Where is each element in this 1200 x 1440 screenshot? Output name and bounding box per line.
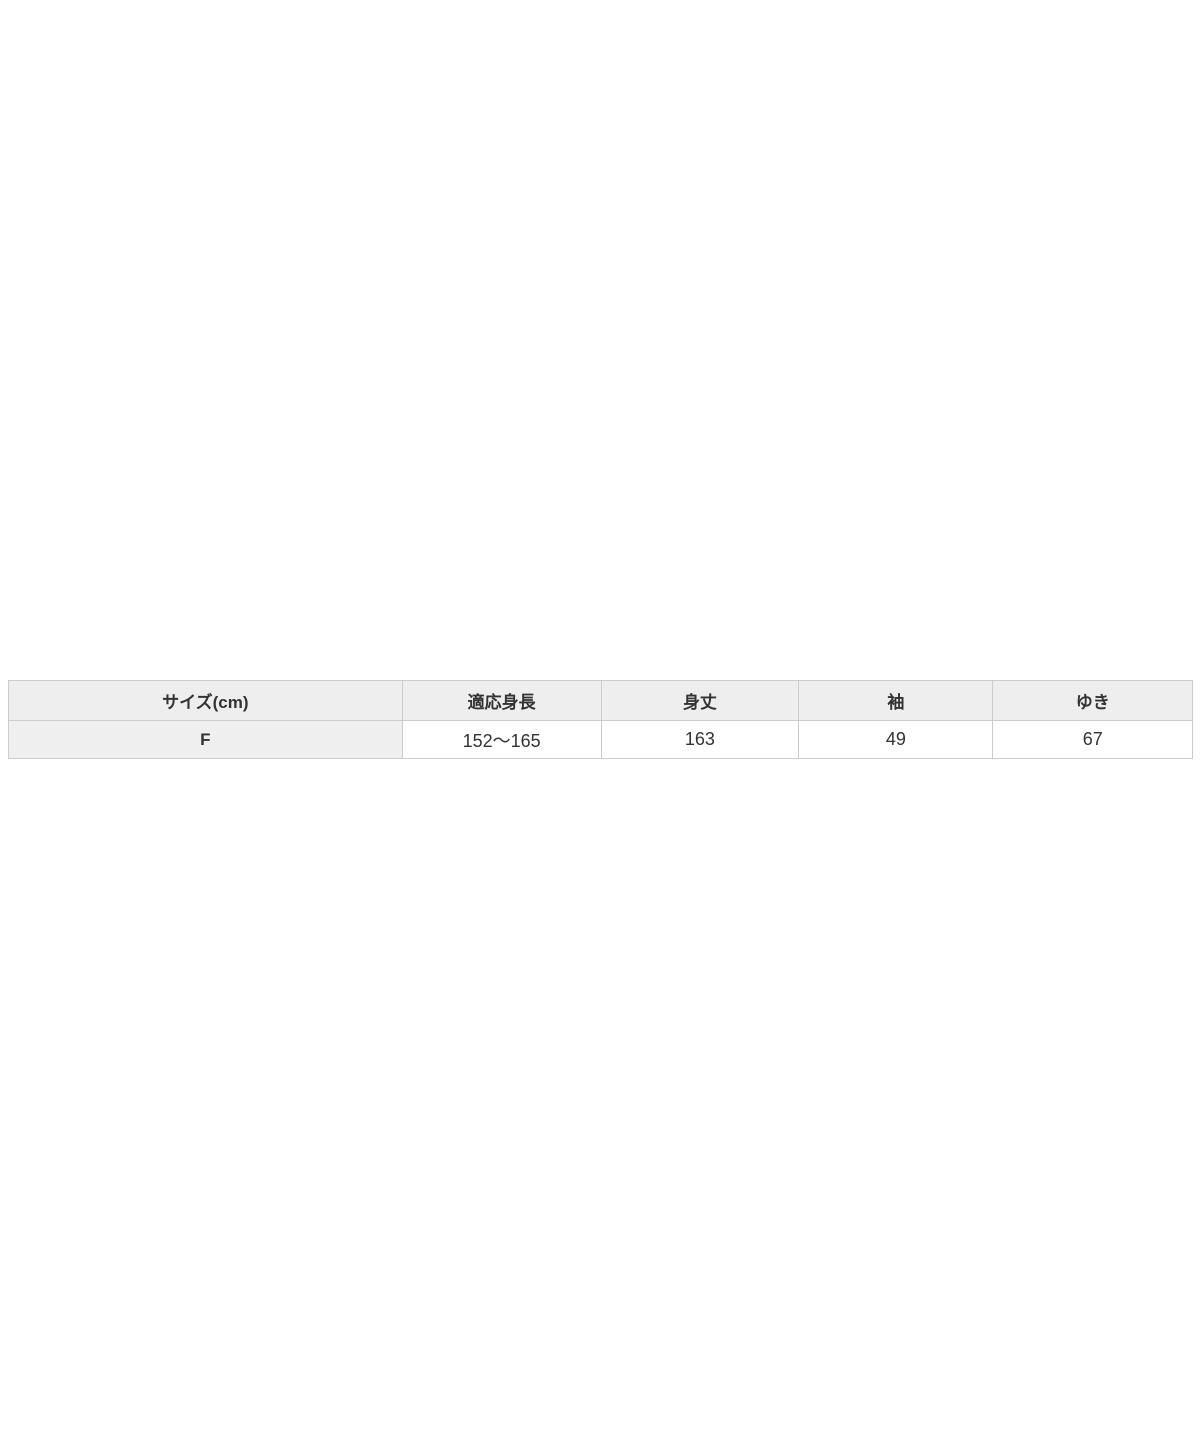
- size-table-header-row: サイズ(cm) 適応身長 身丈 袖 ゆき: [8, 680, 1193, 721]
- header-cell-size: サイズ(cm): [8, 680, 403, 721]
- value-sleeve: 49: [798, 720, 994, 759]
- value-yuki: 67: [992, 720, 1193, 759]
- size-table-container: サイズ(cm) 適応身長 身丈 袖 ゆき F 152〜165 163 49 67: [8, 680, 1193, 759]
- value-fit-height: 152〜165: [401, 720, 602, 759]
- row-label-size-f: F: [8, 720, 403, 759]
- header-cell-sleeve: 袖: [798, 680, 994, 721]
- size-spec-table: サイズ(cm) 適応身長 身丈 袖 ゆき F 152〜165 163 49 67: [8, 680, 1193, 759]
- header-cell-yuki: ゆき: [992, 680, 1193, 721]
- size-table-data-row: F 152〜165 163 49 67: [8, 720, 1193, 759]
- value-body-length: 163: [600, 720, 800, 759]
- header-cell-body-length: 身丈: [600, 680, 800, 721]
- header-cell-fit-height: 適応身長: [401, 680, 602, 721]
